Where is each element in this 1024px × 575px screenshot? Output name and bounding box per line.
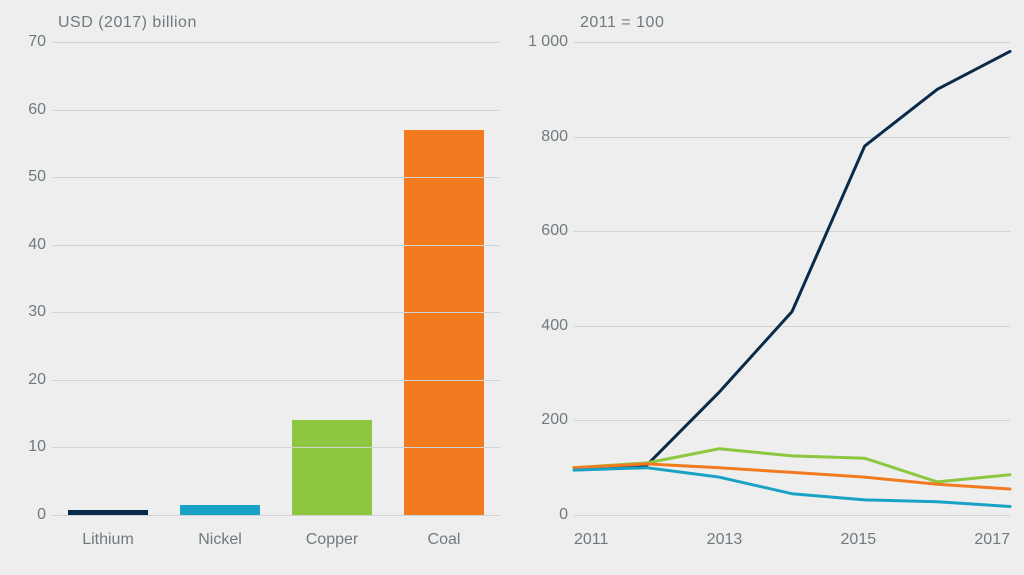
- y-tick-label: 1 000: [522, 33, 568, 51]
- x-tick-label: Coal: [388, 531, 500, 549]
- bar-copper: [292, 420, 373, 515]
- gridline: [52, 447, 500, 448]
- bar-column: [388, 42, 500, 515]
- gridline: [52, 515, 500, 516]
- y-tick-label: 800: [522, 128, 568, 146]
- bar-column: [164, 42, 276, 515]
- line-series-svg: [574, 42, 1010, 515]
- x-tick-label: Copper: [276, 531, 388, 549]
- x-tick-label: Nickel: [164, 531, 276, 549]
- x-tick-label: 2013: [707, 531, 743, 549]
- series-lithium: [574, 51, 1010, 467]
- bar-chart-panel: USD (2017) billion 010203040506070 Lithi…: [0, 0, 512, 575]
- y-tick-label: 40: [20, 236, 46, 254]
- line-chart-plot: 02004006008001 000: [574, 42, 1010, 515]
- bar-coal: [404, 130, 485, 515]
- y-tick-label: 0: [20, 506, 46, 524]
- y-tick-label: 600: [522, 222, 568, 240]
- y-tick-label: 60: [20, 101, 46, 119]
- y-tick-label: 50: [20, 168, 46, 186]
- chart-container: USD (2017) billion 010203040506070 Lithi…: [0, 0, 1024, 575]
- y-tick-label: 30: [20, 303, 46, 321]
- bar-chart-plot: 010203040506070: [52, 42, 500, 515]
- x-tick-label: Lithium: [52, 531, 164, 549]
- y-tick-label: 200: [522, 411, 568, 429]
- gridline: [52, 42, 500, 43]
- gridline: [52, 110, 500, 111]
- bar-nickel: [180, 505, 261, 515]
- bar-column: [52, 42, 164, 515]
- bar-chart-title: USD (2017) billion: [58, 14, 197, 32]
- gridline: [52, 312, 500, 313]
- line-chart-title: 2011 = 100: [580, 14, 664, 32]
- y-tick-label: 20: [20, 371, 46, 389]
- y-tick-label: 10: [20, 438, 46, 456]
- line-chart-panel: 2011 = 100 02004006008001 000 2011201320…: [512, 0, 1024, 575]
- bar-x-axis: LithiumNickelCopperCoal: [52, 531, 500, 549]
- gridline: [574, 515, 1010, 516]
- bar-column: [276, 42, 388, 515]
- gridline: [52, 380, 500, 381]
- line-x-axis: 2011 2013 2015 2017: [574, 531, 1010, 549]
- x-tick-label: 2015: [841, 531, 877, 549]
- gridline: [52, 177, 500, 178]
- gridline: [52, 245, 500, 246]
- bars-row: [52, 42, 500, 515]
- y-tick-label: 400: [522, 317, 568, 335]
- x-tick-label: 2017: [974, 531, 1010, 549]
- x-tick-label: 2011: [574, 531, 608, 549]
- bar-plot-area: 010203040506070: [52, 42, 500, 515]
- y-tick-label: 0: [522, 506, 568, 524]
- y-tick-label: 70: [20, 33, 46, 51]
